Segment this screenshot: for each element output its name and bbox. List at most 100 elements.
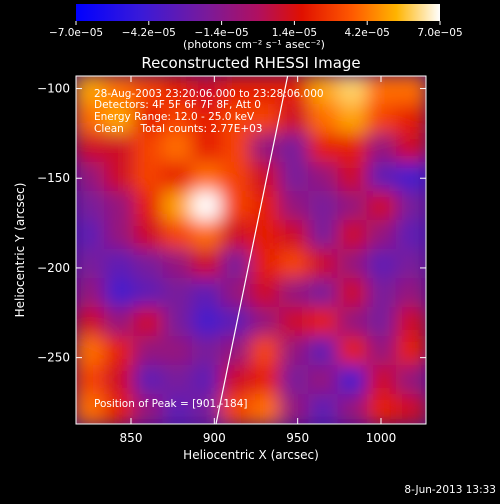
heatmap-cell [366,104,398,135]
heatmap-cell [220,133,252,164]
annotation-detectors: Detectors: 4F 5F 6F 7F 8F, Att 0 [94,99,261,111]
heatmap-cell [220,365,252,396]
x-tick-label: 850 [120,431,143,445]
heatmap-cell [337,104,369,135]
heatmap-cell [133,220,165,251]
x-axis-ticks: 850 900 950 1000 [120,76,396,445]
heatmap-cell [337,365,369,396]
heatmap-cell [279,220,311,251]
heatmap-cell [366,278,398,309]
heatmap-cell [133,191,165,222]
heatmap-cell [76,336,107,367]
heatmap-cell [250,249,282,280]
heatmap-cell [250,133,282,164]
heatmap-cell [76,76,107,106]
heatmap-cell [162,394,194,424]
heatmap-cell [133,365,165,396]
y-axis-ticks: −100 −150 −200 −250 [37,82,426,365]
heatmap-cell [366,191,398,222]
heatmap-cell [395,249,426,280]
heatmap-cell [279,191,311,222]
heatmap-cell [104,104,136,135]
heatmap-cell [191,249,223,280]
footer-timestamp: 8-Jun-2013 13:33 [404,484,496,496]
heatmap-cell [250,278,282,309]
heatmap-cell [395,336,426,367]
heatmap-cell [220,162,252,193]
heatmap-cell [366,220,398,251]
heatmap-cell [366,76,398,106]
heatmap-cell [308,278,340,309]
heatmap-cell [250,191,282,222]
heatmap-cell [279,394,311,424]
heatmap-cell [191,365,223,396]
heatmap-cell [104,394,136,424]
heatmap-cells [76,76,426,424]
heatmap-cell [337,133,369,164]
heatmap-cell [308,191,340,222]
heatmap-cell [133,162,165,193]
heatmap-cell [220,220,252,251]
heatmap-cell [250,162,282,193]
heatmap-cell [133,249,165,280]
heatmap-cell [395,162,426,193]
heatmap-cell [191,76,223,106]
colorbar-tick-label: −7.0e−05 [49,27,103,39]
heatmap-cell [366,307,398,338]
heatmap-cell [308,162,340,193]
heatmap-cell [76,365,107,396]
heatmap-cell [133,76,165,106]
colorbar-tick-label: −1.4e−05 [195,27,249,39]
heatmap-cell [104,249,136,280]
heatmap-cell [337,336,369,367]
heatmap-cell [191,191,223,222]
colorbar-tick-label: −4.2e−05 [122,27,176,39]
heatmap-cell [162,76,194,106]
y-tick-label: −250 [37,351,70,365]
chart-title: Reconstructed RHESSI Image [141,54,360,72]
heatmap-cell [308,307,340,338]
heatmap-cell [162,220,194,251]
annotations: 28-Aug-2003 23:20:06.000 to 23:28:06.000… [94,88,324,410]
heatmap-cell [191,162,223,193]
heatmap-cell [220,278,252,309]
y-tick-label: −200 [37,261,70,275]
heatmap-cell [76,162,107,193]
heatmap-cell [366,133,398,164]
colorbar-units-label: (photons cm⁻² s⁻¹ asec⁻²) [183,38,325,51]
heatmap-cell [220,394,252,424]
heatmap-cell [162,104,194,135]
heatmap-cell [191,220,223,251]
heatmap-cell [220,249,252,280]
heatmap-cell [279,336,311,367]
heatmap-cell [308,394,340,424]
heatmap-cell [308,133,340,164]
heatmap-cell [76,278,107,309]
heatmap-cell [337,394,369,424]
heatmap-cell [250,394,282,424]
heatmap-cell [395,220,426,251]
heatmap-cell [250,336,282,367]
heatmap-cell [133,336,165,367]
heatmap-cell [337,278,369,309]
heatmap-cell [104,133,136,164]
heatmap-cell [104,76,136,106]
heatmap-cell [104,162,136,193]
colorbar-tick-label: 7.0e−05 [417,27,462,39]
heatmap-cell [308,220,340,251]
heatmap-cell [308,365,340,396]
heatmap-cell [191,133,223,164]
heatmap-cell [366,249,398,280]
heatmap-cell [76,191,107,222]
colorbar-tick-label: 4.2e−05 [345,27,390,39]
heatmap-cell [191,336,223,367]
heatmap-cell [191,104,223,135]
heatmap-cell [133,394,165,424]
heatmap-cell [279,278,311,309]
heatmap-cell [395,191,426,222]
heatmap-cell [76,104,107,135]
heatmap-cell [337,76,369,106]
annotation-peak-position: Position of Peak = [901,-184] [94,398,248,410]
heatmap-cell [133,133,165,164]
